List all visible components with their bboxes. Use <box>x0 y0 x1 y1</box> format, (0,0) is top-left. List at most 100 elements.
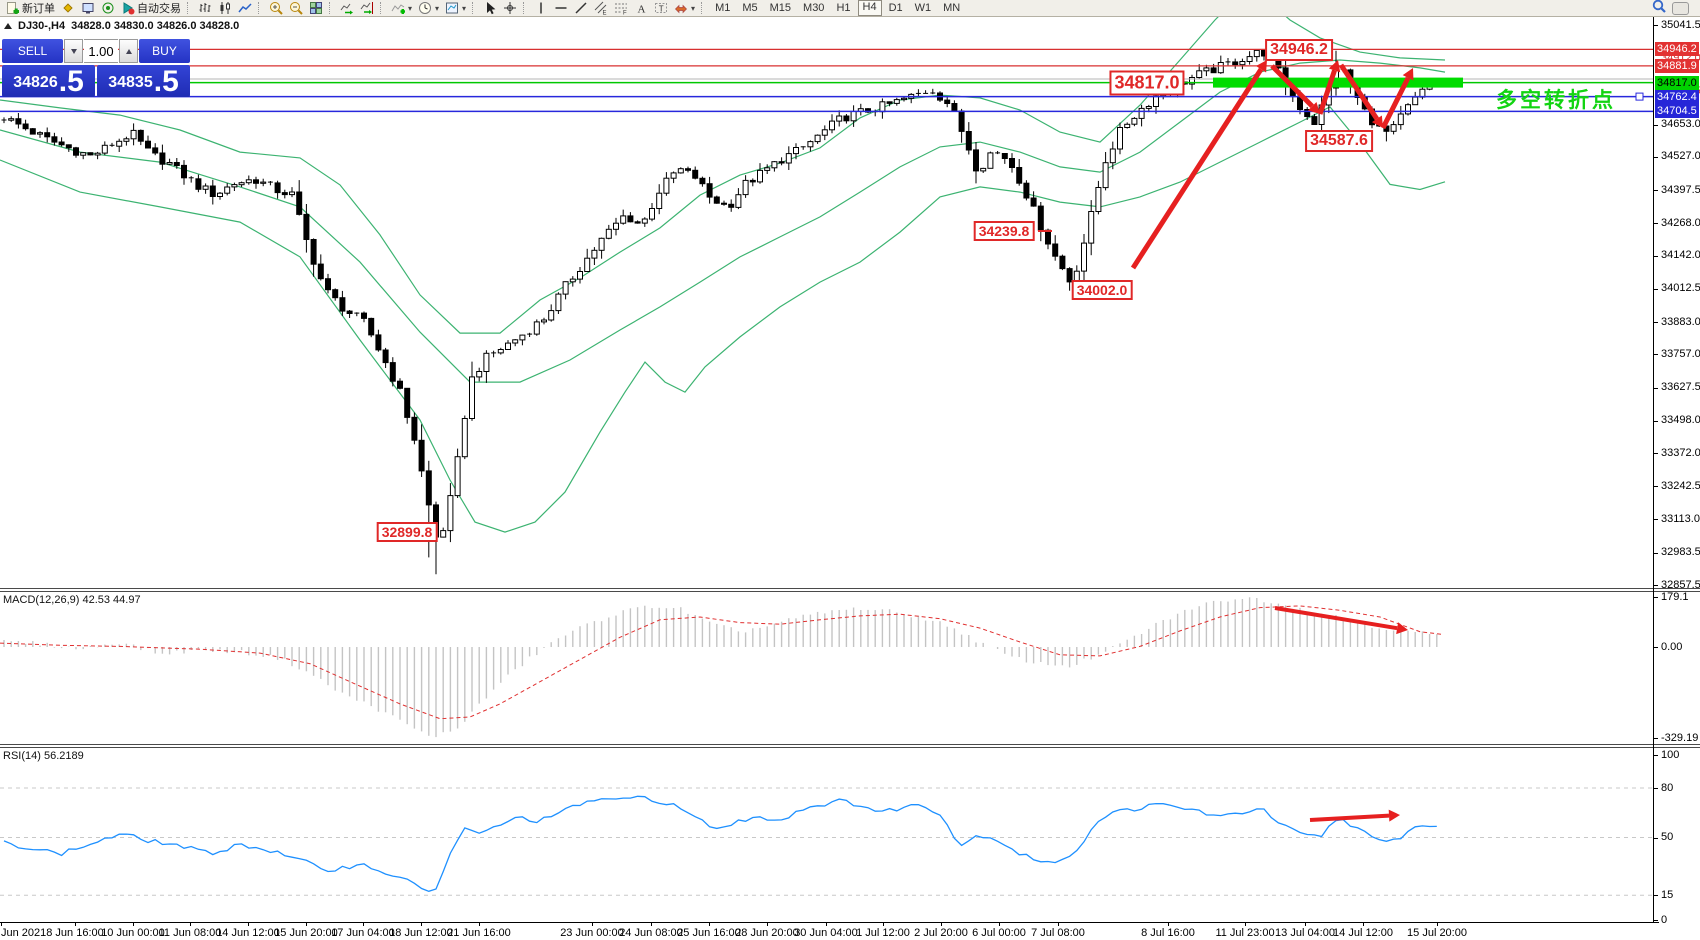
text-button[interactable]: A <box>631 0 651 16</box>
timeframe-m1-button[interactable]: M1 <box>715 2 731 14</box>
crosshair-button[interactable] <box>500 0 520 16</box>
timeframe-w1-button[interactable]: W1 <box>914 2 932 14</box>
price-axis-tick <box>1653 25 1658 26</box>
price-axis-tick <box>1653 190 1658 192</box>
price-axis-tick <box>1653 223 1658 225</box>
price-axis-label: 33627.5 <box>1661 381 1700 394</box>
price-callout-34587.6: 34587.6 <box>1305 130 1373 152</box>
timeframe-h4-button[interactable]: H4 <box>857 0 882 16</box>
time-axis-tick <box>248 922 249 926</box>
search-button[interactable] <box>1652 0 1666 18</box>
shapes-button[interactable]: ▾ <box>671 0 698 16</box>
sell-price[interactable]: 34826 .5 <box>2 65 95 97</box>
price-badge-34704.5: 34704.5 <box>1655 104 1699 119</box>
sell-price-fraction: .5 <box>58 65 84 98</box>
time-axis-tick <box>1245 922 1246 926</box>
auto-scroll-button[interactable] <box>337 0 357 16</box>
cursor-button[interactable] <box>480 0 500 16</box>
time-axis-label: 2 Jul 20:00 <box>914 927 968 939</box>
rsi-pane[interactable] <box>0 748 1653 922</box>
timeframe-d1-button[interactable]: D1 <box>888 2 903 14</box>
zoom-in-button[interactable] <box>266 0 286 16</box>
pane-separator[interactable] <box>0 744 1700 748</box>
textA-icon: A <box>638 4 646 16</box>
macd-axis-label: 0.00 <box>1661 640 1683 653</box>
doc-plus-icon <box>7 2 19 14</box>
pane-separator[interactable] <box>0 588 1700 592</box>
price-callout-34239.8: 34239.8 <box>973 221 1035 241</box>
bollinger-lower-band <box>0 106 1446 533</box>
tile-icon <box>310 2 322 14</box>
horizontal-line-button[interactable] <box>551 0 571 16</box>
volume-input[interactable] <box>84 39 118 63</box>
equidistant-channel-button[interactable]: E <box>591 0 611 16</box>
timeframe-h1-button[interactable]: H1 <box>836 2 851 14</box>
time-axis-label: 23 Jun 00:00 <box>560 927 624 939</box>
trendline-button[interactable] <box>571 0 591 16</box>
new-order-button[interactable]: 新订单 <box>3 0 58 16</box>
fibonacci-button[interactable]: F <box>611 0 631 16</box>
profile-diamond-button[interactable] <box>58 0 78 16</box>
indicators-button[interactable]: ▾ <box>388 0 415 16</box>
macd-signal-line <box>0 605 1444 720</box>
vertical-line-button[interactable] <box>531 0 551 16</box>
time-axis-tick <box>1058 922 1059 926</box>
price-axis-tick <box>1653 552 1658 554</box>
panel-collapse-icon[interactable] <box>4 23 12 29</box>
price-axis-border <box>1653 17 1654 922</box>
timeframe-m30-button[interactable]: M30 <box>803 2 825 14</box>
chart-shift-button[interactable] <box>357 0 377 16</box>
chat-button[interactable]: 1 <box>1672 1 1689 15</box>
volume-decrease-button[interactable] <box>64 39 83 63</box>
rsi-axis-tick <box>1653 788 1658 789</box>
svg-text:E: E <box>603 11 607 16</box>
price-axis-tick <box>1653 585 1658 586</box>
text-label-button[interactable]: T <box>651 0 671 16</box>
price-axis-label: 35041.5 <box>1661 18 1700 31</box>
timeframe-m15-button[interactable]: M15 <box>769 2 792 14</box>
bar-chart-mode-button[interactable] <box>195 0 215 16</box>
rsi-line <box>3 795 1437 892</box>
time-axis-label: 11 Jul 23:00 <box>1215 927 1275 939</box>
fibo-icon: F <box>615 3 628 16</box>
time-axis-tick <box>767 922 768 926</box>
price-chart-pane[interactable] <box>0 17 1653 588</box>
macd-axis-label: -329.19 <box>1661 731 1699 744</box>
time-axis-tick <box>1363 922 1364 926</box>
volume-increase-button[interactable] <box>119 39 138 63</box>
market-watch-button[interactable] <box>78 0 98 16</box>
dropdown-arrow-icon: ▾ <box>462 3 467 13</box>
timeframe-mn-button[interactable]: MN <box>943 2 961 14</box>
signal-icon <box>102 2 114 14</box>
macd-axis-tick <box>1653 647 1658 648</box>
zoom-out-button[interactable] <box>286 0 306 16</box>
macd-pane[interactable] <box>0 592 1653 744</box>
rsi-axis-label: 80 <box>1661 781 1674 794</box>
price-axis-label: 33498.0 <box>1661 414 1700 427</box>
time-axis-label: 7 Jul 08:00 <box>1031 927 1085 939</box>
buy-price[interactable]: 34835 .5 <box>97 65 190 97</box>
time-axis-tick <box>75 922 76 926</box>
price-axis-label: 34012.5 <box>1661 282 1700 295</box>
time-axis-tick <box>190 922 191 926</box>
time-axis-label: 17 Jun 04:00 <box>331 927 395 939</box>
templates-button[interactable]: ▾ <box>442 0 469 16</box>
sell-button[interactable]: SELL <box>2 39 63 63</box>
dropdown-arrow-icon: ▾ <box>691 3 696 13</box>
navigator-signal-button[interactable] <box>98 0 118 16</box>
svg-text:F: F <box>623 11 627 16</box>
tile-windows-button[interactable] <box>306 0 326 16</box>
rsi-axis-tick <box>1653 837 1658 839</box>
arrow-up-icon <box>125 48 132 54</box>
time-axis-label: 8 Jul 16:00 <box>1141 927 1195 939</box>
buy-button[interactable]: BUY <box>139 39 190 63</box>
candlestick-mode-button[interactable] <box>215 0 235 16</box>
price-badge-34881.9: 34881.9 <box>1655 58 1699 73</box>
autotrade-button[interactable]: 自动交易 <box>118 0 184 16</box>
periods-button[interactable]: ▾ <box>415 0 442 16</box>
time-axis-tick <box>1305 922 1306 926</box>
price-callout-34946.2: 34946.2 <box>1265 39 1333 61</box>
timeframe-m5-button[interactable]: M5 <box>742 2 758 14</box>
rsi-axis-tick <box>1653 755 1658 756</box>
line-chart-mode-button[interactable] <box>235 0 255 16</box>
